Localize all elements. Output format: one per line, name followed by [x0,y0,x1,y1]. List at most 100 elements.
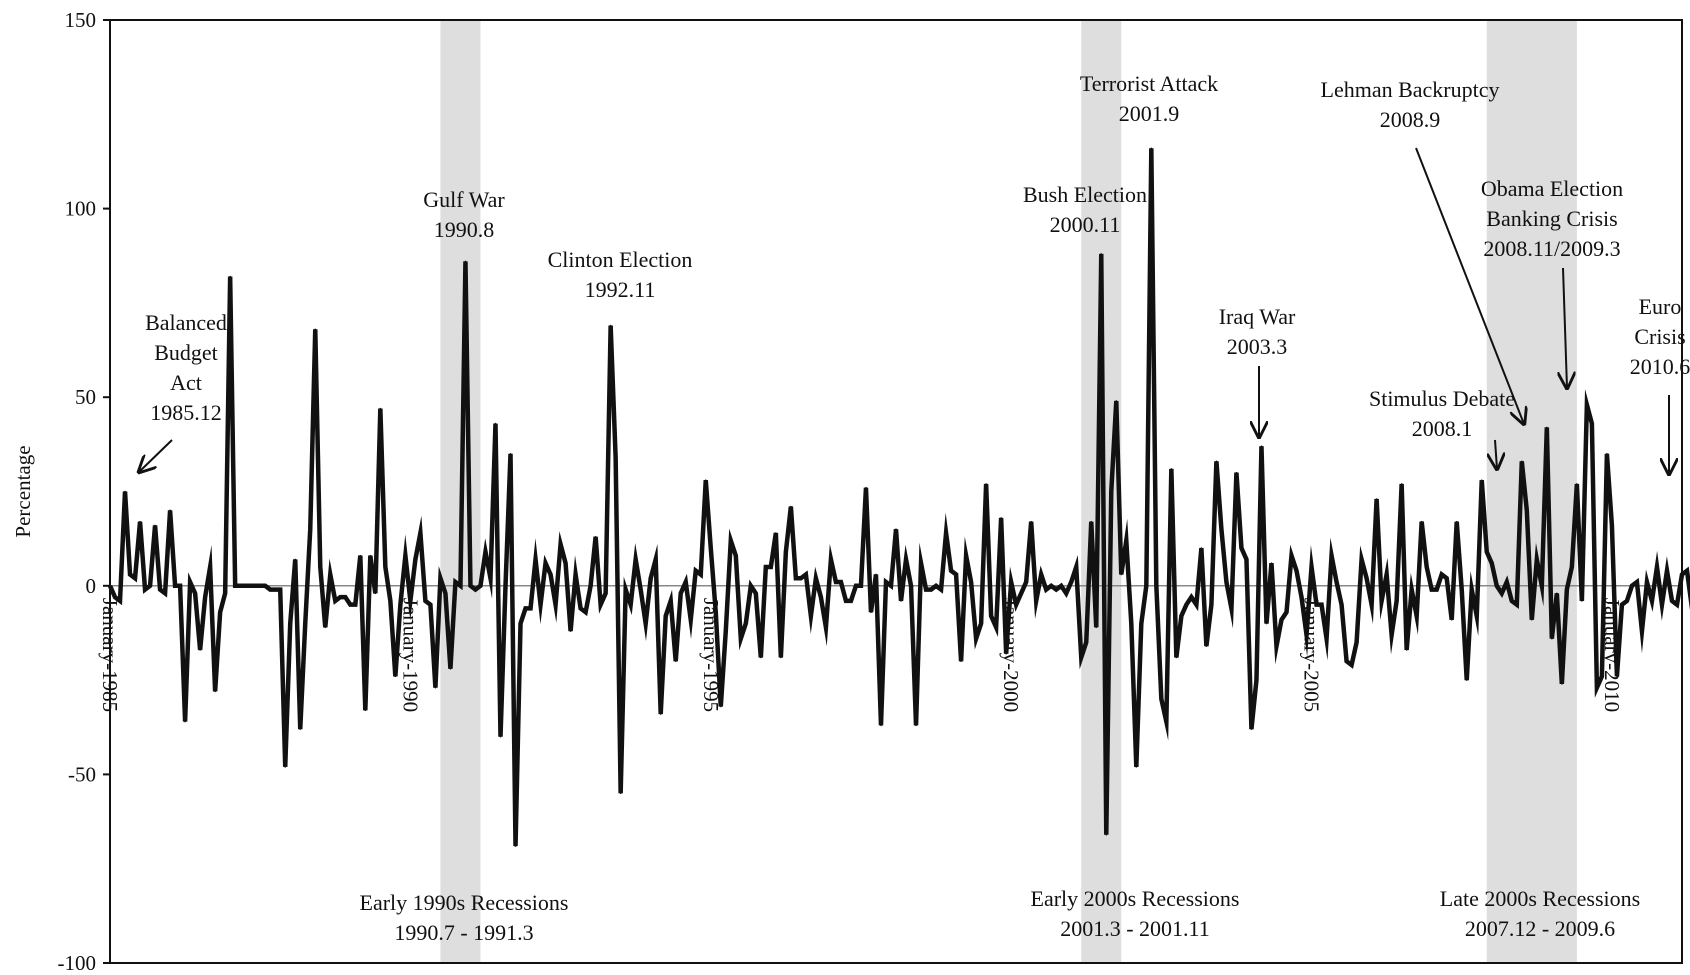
data-point [1646,581,1648,583]
data-point [319,566,322,568]
data-point [1210,603,1213,606]
annotation-label: Obama Election Banking Crisis 2008.11/2009… [1481,176,1623,261]
data-point [464,260,467,263]
data-point [1596,686,1598,689]
annotation-line: 2010.6 [1630,354,1690,379]
data-point [1220,528,1223,531]
data-point [509,452,512,455]
data-point [855,585,857,587]
data-point [279,588,282,591]
data-point [114,596,116,598]
data-point [1290,554,1293,557]
data-point [304,622,307,625]
data-point [419,532,422,534]
data-point [584,611,587,614]
data-point [1606,452,1608,455]
data-point [1465,679,1468,681]
data-point [239,585,241,587]
data-point [549,573,552,576]
data-point [354,603,357,606]
data-point [1485,551,1488,553]
data-point [614,456,617,459]
data-point [1480,479,1483,481]
data-point [1060,585,1063,587]
data-point [1025,581,1027,583]
data-point [664,615,667,617]
data-point [674,660,677,663]
data-point [1260,445,1263,448]
series [107,147,1690,847]
data-point [544,562,547,564]
data-point [1055,588,1058,591]
data-point [1375,498,1378,500]
data-point [1280,618,1283,621]
data-point [689,618,692,621]
data-point [1611,524,1613,527]
data-point [820,596,822,598]
data-point [159,588,161,591]
data-point [294,558,297,561]
annotation-label: Euro Crisis 2010.6 [1630,294,1690,379]
data-point [639,588,642,591]
data-point [484,551,487,553]
data-point [414,558,417,561]
data-point [1345,660,1348,663]
data-point [790,505,792,508]
data-point [724,630,727,632]
data-point [1581,600,1583,602]
data-point [780,656,782,659]
data-point [204,596,206,598]
data-point [1636,581,1638,583]
data-point [734,554,737,557]
data-point [775,532,777,534]
recession-name: Early 2000s Recessions [1031,886,1240,911]
data-point [1365,577,1368,580]
data-point [1000,517,1002,519]
data-point [189,581,191,583]
data-point [459,585,462,587]
data-point [1425,566,1428,568]
data-point [1140,622,1143,625]
data-point [785,551,787,553]
data-point [1475,615,1478,617]
data-point [885,581,887,583]
data-point [344,596,347,598]
data-point [299,728,302,730]
annotation-arrow [1563,267,1567,388]
data-point [504,585,507,587]
annotation-arrow [139,439,173,472]
annotation-label: Lehman Backruptcy 2008.9 [1321,77,1500,132]
recession-label: Early 1990s Recessions 1990.7 - 1991.3 [360,890,569,945]
data-point [404,554,407,557]
annotation-line: Bush Election [1023,182,1147,207]
data-point [1515,603,1518,606]
recession-labels: Early 1990s Recessions 1990.7 - 1991.3 Ear… [360,886,1641,945]
data-point [164,592,166,595]
data-point [1020,592,1022,595]
data-point [699,573,702,576]
data-point [940,588,942,591]
data-point [1616,675,1618,678]
data-point [469,585,472,587]
plot-area-border [109,19,1683,964]
data-point [1040,573,1042,576]
data-point [499,735,502,738]
x-tick-label: January-1985 [98,598,122,712]
data-point [149,585,151,587]
data-point [399,603,402,606]
data-point [1160,698,1163,700]
data-point [569,630,572,632]
data-point [214,690,216,693]
data-point [1641,630,1643,632]
data-point [1275,645,1278,647]
data-point [945,532,947,534]
data-point [960,660,962,663]
data-point [1265,622,1268,625]
data-point [254,585,256,587]
data-point [895,528,897,531]
recession-label: Early 2000s Recessions 2001.3 - 2001.11 [1031,886,1240,941]
data-point [679,592,682,595]
recession-period: 2007.12 - 2009.6 [1465,916,1615,941]
data-point [1325,637,1328,640]
data-point [1205,645,1208,647]
